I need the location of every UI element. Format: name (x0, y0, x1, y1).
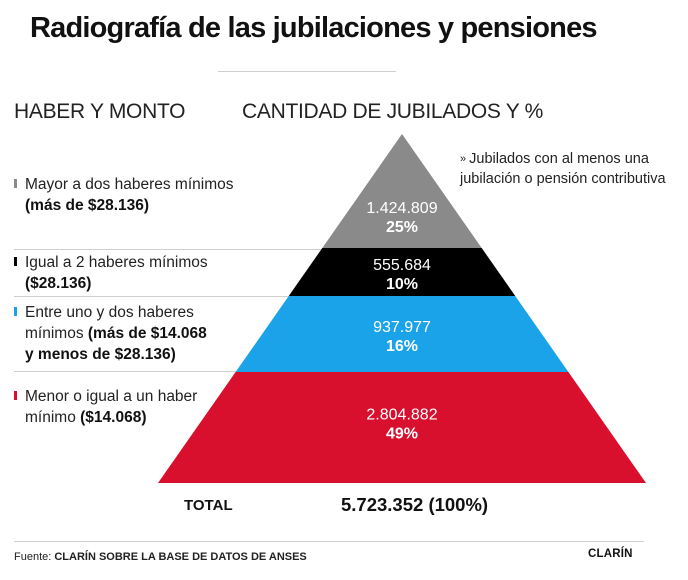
title-divider (218, 71, 396, 72)
pyramid-band-up-to-one-minimum (158, 372, 646, 483)
pyramid-percent-label: 25% (386, 219, 418, 236)
row-separator (14, 296, 292, 297)
row-marker-icon (14, 257, 17, 266)
row-label-text: Igual a 2 haberes mínimos (25, 254, 208, 271)
total-value: 5.723.352 (100%) (341, 494, 489, 515)
brand-logo: CLARÍN (588, 548, 633, 560)
row-label-text-2: mínimos (25, 325, 88, 342)
chart-title: Radiografía de las jubilaciones y pensio… (30, 12, 598, 44)
pyramid-band-two-minimum (288, 248, 516, 296)
pyramid-percent-label: 10% (386, 276, 418, 293)
row-label-1: Mayor a dos haberes mínimos (más de $28.… (14, 174, 233, 216)
pyramid-band-over-two-minimum (322, 134, 482, 248)
row-separator (14, 249, 330, 250)
source-prefix: Fuente: (14, 551, 55, 563)
pyramid-value-label: 555.684 (373, 257, 431, 274)
source-line: Fuente: CLARÍN SOBRE LA BASE DE DATOS DE… (14, 551, 307, 563)
footer-divider (14, 541, 644, 542)
row-label-text: Mayor a dos haberes mínimos (25, 176, 234, 193)
row-label-text-2: mínimo (25, 409, 81, 426)
row-label-amount: (más de $14.068 (87, 325, 207, 342)
pyramid-value-label: 2.804.882 (366, 407, 437, 424)
pyramid-value-label: 937.977 (373, 319, 431, 336)
row-marker-icon (14, 307, 17, 316)
row-marker-icon (14, 391, 17, 400)
column-header-left: HABER Y MONTO (14, 100, 186, 123)
row-label-amount: ($14.068) (80, 409, 147, 426)
total-label: TOTAL (184, 497, 233, 514)
row-label-amount: ($28.136) (25, 275, 92, 292)
row-label-amount: (más de $28.136) (25, 197, 150, 214)
pyramid-percent-label: 49% (386, 426, 418, 443)
row-separator (14, 371, 242, 372)
row-label-4: Menor o igual a un haber mínimo ($14.068… (14, 386, 197, 428)
row-label-text: Entre uno y dos haberes (25, 304, 194, 321)
row-marker-icon (14, 179, 17, 188)
row-label-3: Entre uno y dos haberes mínimos (más de … (14, 302, 207, 365)
note-bullet-icon: » (460, 153, 467, 165)
pyramid-percent-label: 16% (386, 338, 418, 355)
pyramid-band-between-one-and-two (235, 296, 569, 372)
row-label-2: Igual a 2 haberes mínimos ($28.136) (14, 252, 208, 294)
row-label-text: Menor o igual a un haber (25, 388, 198, 405)
pyramid-value-label: 1.424.809 (366, 200, 437, 217)
note-text: Jubilados con al menos una jubilación o … (460, 151, 666, 187)
column-header-right: CANTIDAD DE JUBILADOS Y % (242, 100, 543, 123)
row-label-amount-2: y menos de $28.136) (25, 346, 176, 363)
source-text: CLARÍN SOBRE LA BASE DE DATOS DE ANSES (54, 551, 307, 563)
chart-note: » Jubilados con al menos una jubilación o… (460, 150, 675, 189)
